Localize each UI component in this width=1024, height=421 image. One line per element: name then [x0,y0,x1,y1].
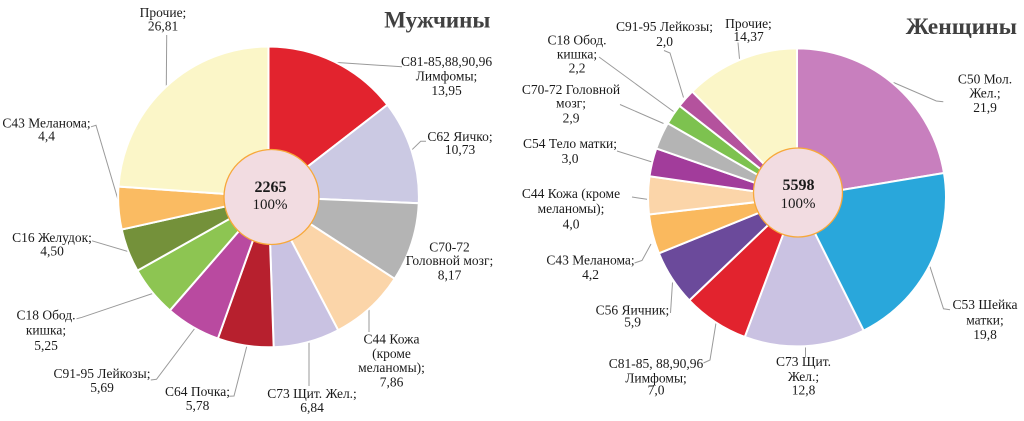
svg-text:С62 Яичко;: С62 Яичко; [427,129,492,144]
svg-text:С81-85,88,90,96: С81-85,88,90,96 [401,54,492,69]
svg-text:Жел.;: Жел.; [969,86,1000,101]
svg-text:21,9: 21,9 [973,100,997,115]
svg-text:С43 Меланома;: С43 Меланома; [2,116,90,131]
svg-text:7,0: 7,0 [648,382,665,397]
svg-text:4,4: 4,4 [38,128,55,143]
svg-text:С50 Мол.: С50 Мол. [958,71,1012,86]
svg-text:мозг;: мозг; [556,96,586,111]
svg-text:С53 Шейка: С53 Шейка [952,297,1017,312]
svg-text:С73 Щит.: С73 Щит. [776,354,831,369]
svg-text:С44 Кожа (кроме: С44 Кожа (кроме [522,186,620,201]
svg-text:4,2: 4,2 [582,267,599,282]
svg-text:Лимфомы;: Лимфомы; [625,371,687,386]
svg-text:5,9: 5,9 [624,315,641,330]
svg-text:19,8: 19,8 [973,327,997,342]
svg-text:2,9: 2,9 [563,111,580,126]
svg-text:2265: 2265 [255,179,287,196]
svg-text:Прочие;: Прочие; [140,5,187,20]
svg-text:С91-95 Лейкозы;: С91-95 Лейкозы; [616,19,713,34]
svg-text:Мужчины: Мужчины [384,8,490,33]
svg-text:12,8: 12,8 [792,383,816,398]
svg-text:С91-95 Лейкозы;: С91-95 Лейкозы; [54,366,151,381]
svg-text:Головной мозг;: Головной мозг; [406,253,494,268]
svg-text:8,17: 8,17 [438,268,462,283]
svg-text:С18 Обод.: С18 Обод. [16,308,75,323]
svg-text:меланомы);: меланомы); [358,360,425,375]
svg-text:(кроме: (кроме [372,346,411,361]
svg-text:Жел.;: Жел.; [788,369,819,384]
svg-text:5,69: 5,69 [90,380,114,395]
svg-text:С54 Тело матки;: С54 Тело матки; [523,136,617,151]
svg-text:2,2: 2,2 [569,61,586,76]
svg-text:С64 Почка;: С64 Почка; [165,384,230,399]
svg-text:6,84: 6,84 [300,400,324,415]
svg-text:С73 Щит. Жел.;: С73 Щит. Жел.; [267,386,357,401]
svg-text:4,50: 4,50 [40,243,64,258]
svg-text:5,25: 5,25 [34,338,58,353]
svg-text:С81-85, 88,90,96: С81-85, 88,90,96 [609,356,704,371]
svg-text:матки;: матки; [966,313,1004,328]
svg-text:14,37: 14,37 [733,29,764,44]
svg-text:3,0: 3,0 [562,151,579,166]
svg-text:13,95: 13,95 [431,83,462,98]
svg-text:кишка;: кишка; [26,323,66,338]
svg-text:С16 Желудок;: С16 Желудок; [12,230,92,245]
svg-text:С70-72 Головной: С70-72 Головной [522,82,620,97]
svg-text:10,73: 10,73 [445,142,476,157]
svg-text:С70-72: С70-72 [429,239,470,254]
svg-text:5598: 5598 [783,177,815,194]
svg-text:С44 Кожа: С44 Кожа [364,332,420,347]
svg-text:меланомы);: меланомы); [538,201,605,216]
svg-text:кишка;: кишка; [557,47,597,62]
svg-text:Женщины: Женщины [906,14,1017,40]
svg-text:5,78: 5,78 [186,398,210,413]
svg-text:100%: 100% [781,196,816,212]
svg-text:2,0: 2,0 [656,34,673,49]
svg-text:С43 Меланома;: С43 Меланома; [546,253,634,268]
svg-text:4,0: 4,0 [563,217,580,232]
svg-text:С56 Яичник;: С56 Яичник; [596,303,670,318]
svg-text:100%: 100% [253,197,288,213]
svg-text:Прочие;: Прочие; [725,16,772,31]
svg-text:7,86: 7,86 [380,375,404,390]
svg-text:С18 Обод.: С18 Обод. [547,33,606,48]
svg-text:26,81: 26,81 [148,19,178,34]
svg-text:Лимфомы;: Лимфомы; [416,69,478,84]
